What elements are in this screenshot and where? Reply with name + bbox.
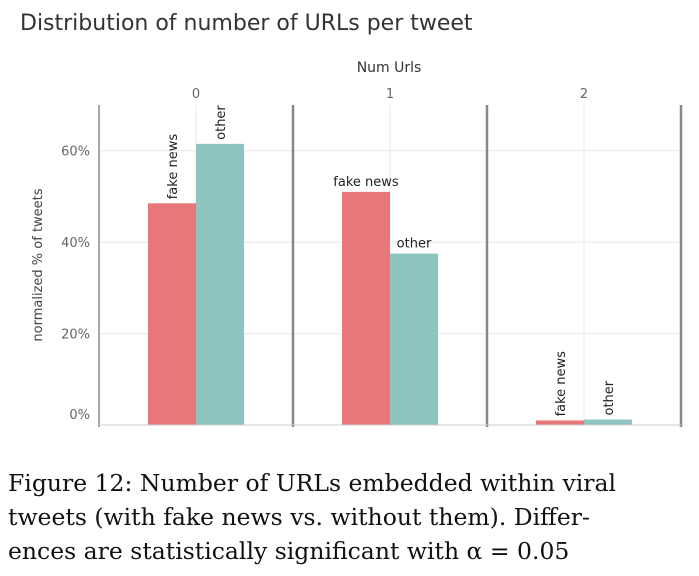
bar-label: fake news — [166, 134, 181, 200]
chart-title: Distribution of number of URLs per tweet — [20, 11, 473, 36]
bar-label: fake news — [554, 351, 569, 417]
facet-label: 1 — [386, 87, 394, 102]
plot-area: 0% 20% 40% 60% 0 1 2 fake news other fake news oth… — [61, 87, 683, 427]
y-tick-label: 60% — [61, 145, 90, 160]
facet-label: 2 — [580, 87, 588, 102]
bar — [342, 191, 390, 425]
chart: Distribution of number of URLs per tweet… — [20, 11, 683, 427]
bar — [148, 203, 196, 425]
bar — [196, 143, 244, 425]
bar — [536, 420, 584, 425]
y-axis-label: normalized % of tweets — [31, 188, 46, 341]
caption-line-3: ences are statistically significant with… — [8, 537, 570, 565]
bar — [390, 253, 438, 425]
bar-label: fake news — [333, 175, 399, 190]
y-tick-label: 0% — [69, 408, 90, 423]
y-tick-label: 20% — [61, 328, 90, 343]
facet-label: 0 — [192, 87, 200, 102]
bar-label: other — [602, 380, 617, 415]
y-tick-label: 40% — [61, 236, 90, 251]
bar-label: other — [214, 105, 229, 140]
figure-caption: Figure 12: Number of URLs embedded withi… — [8, 466, 692, 568]
bar-label: other — [397, 237, 432, 252]
facet-title: Num Urls — [357, 60, 422, 76]
caption-line-1: Figure 12: Number of URLs embedded withi… — [8, 469, 617, 497]
caption-line-2: tweets (with fake news vs. without them)… — [8, 503, 590, 531]
bar — [584, 419, 632, 425]
